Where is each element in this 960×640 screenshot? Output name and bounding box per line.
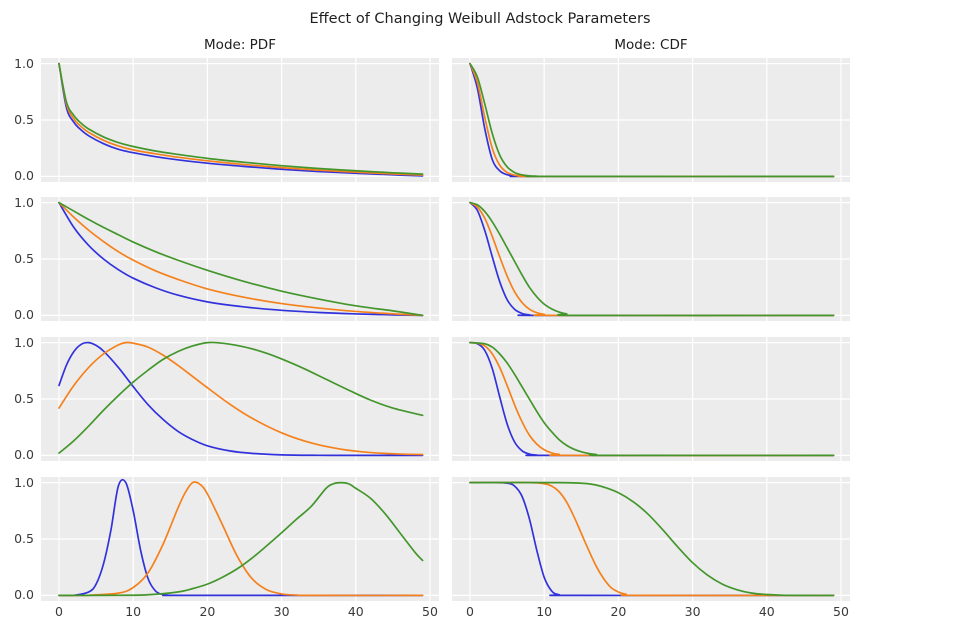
panel-cdf-row4 xyxy=(452,477,850,601)
y-tick-label: 0.0 xyxy=(14,587,34,603)
series-line-orange xyxy=(58,201,424,317)
series-line-green xyxy=(58,62,424,175)
series-line-green xyxy=(58,341,424,454)
y-tick-label: 1.0 xyxy=(14,334,34,350)
series-line-orange xyxy=(469,201,835,317)
series-line-green xyxy=(469,62,835,178)
column-title-pdf: Mode: PDF xyxy=(204,37,276,53)
series-line-orange xyxy=(58,341,424,456)
series-line-green xyxy=(58,201,424,317)
panel-cdf-row1 xyxy=(452,58,850,182)
series-line-green xyxy=(469,341,835,457)
y-tick-label: 0.5 xyxy=(14,391,34,406)
x-tick-label: 0 xyxy=(466,604,474,619)
x-tick-label: 50 xyxy=(422,604,438,619)
x-tick-label: 50 xyxy=(833,604,849,619)
figure-title: Effect of Changing Weibull Adstock Param… xyxy=(309,11,651,27)
series-line-blue xyxy=(58,62,424,177)
y-tick-label: 0.5 xyxy=(14,531,34,546)
panel-pdf-row1 xyxy=(41,58,439,182)
y-tick-label: 0.0 xyxy=(14,307,34,323)
y-tick-label: 0.0 xyxy=(14,447,34,463)
panel-cdf-row3 xyxy=(452,337,850,461)
series-line-blue xyxy=(58,478,424,597)
series-line-green xyxy=(469,481,835,597)
y-tick-label: 0.5 xyxy=(14,251,34,266)
panel-cdf-row2 xyxy=(452,197,850,321)
series-line-blue xyxy=(58,341,424,457)
series-line-orange xyxy=(58,481,424,597)
x-tick-label: 30 xyxy=(273,604,290,619)
panel-pdf-row2 xyxy=(41,197,439,321)
x-tick-label: 10 xyxy=(125,604,142,619)
x-tick-label: 40 xyxy=(758,604,775,619)
series-line-orange xyxy=(469,341,835,457)
series-line-orange xyxy=(58,62,424,176)
x-tick-label: 30 xyxy=(684,604,701,619)
x-tick-label: 10 xyxy=(536,604,553,619)
y-tick-label: 1.0 xyxy=(14,194,34,210)
y-tick-label: 0.0 xyxy=(14,168,34,184)
series-line-green xyxy=(58,481,424,597)
x-tick-label: 0 xyxy=(55,604,63,619)
column-title-cdf: Mode: CDF xyxy=(614,37,688,53)
series-line-blue xyxy=(58,201,424,317)
x-tick-label: 20 xyxy=(199,604,216,619)
panel-pdf-row3 xyxy=(41,337,439,461)
y-tick-label: 1.0 xyxy=(14,55,34,71)
x-tick-label: 20 xyxy=(610,604,627,619)
series-line-green xyxy=(469,201,835,317)
series-line-orange xyxy=(469,481,835,597)
x-tick-label: 40 xyxy=(347,604,364,619)
panel-pdf-row4 xyxy=(41,477,439,601)
y-tick-label: 1.0 xyxy=(14,474,34,490)
y-tick-label: 0.5 xyxy=(14,112,34,127)
